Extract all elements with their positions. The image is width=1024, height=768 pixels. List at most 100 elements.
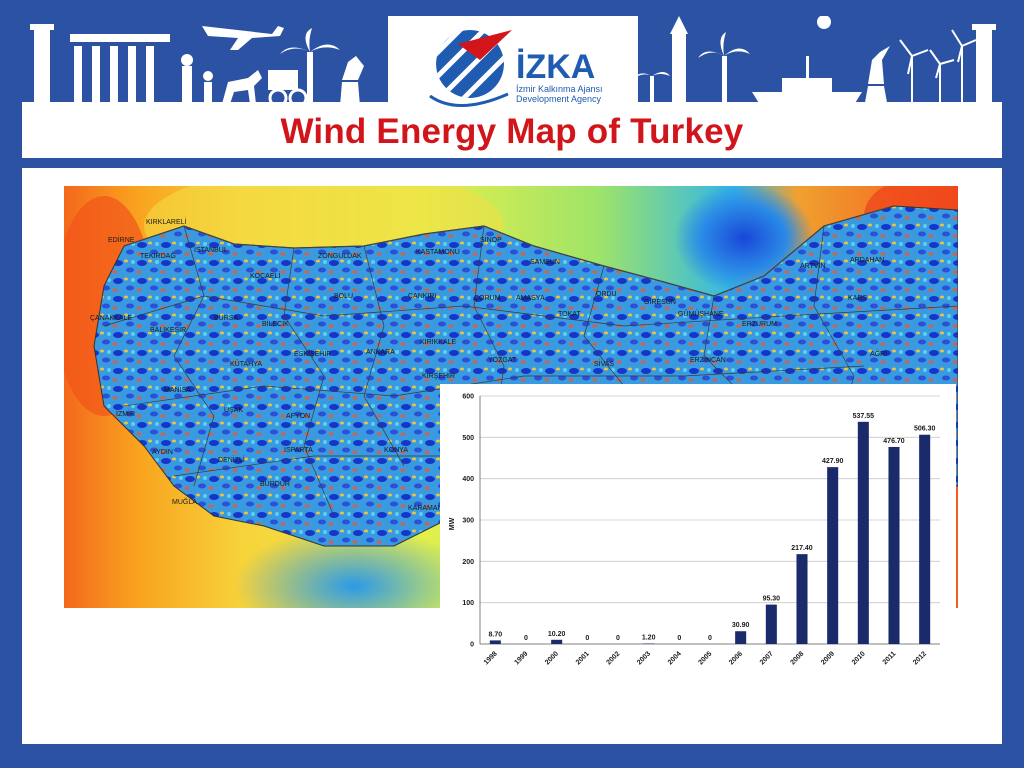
wind-turbines-icon [899,29,977,108]
data-label: 0 [708,635,712,642]
bar [735,631,747,644]
map-label: ESKİŞEHİR [294,349,331,358]
map-label: ZONGULDAK [318,253,362,260]
people-icon [181,54,213,104]
map-label: DENİZLİ [218,455,245,464]
chart-panel: 0 100 200 300 400 500 600 8.70 1998 0 1999 10.20 20… [440,384,956,684]
data-label: 506.30 [914,426,936,433]
x-tick-label: 2009 [820,650,836,666]
column-icon [28,24,56,110]
logo-line2: Development Agency [516,94,602,104]
map-label: SİNOP [480,235,502,244]
y-tick-label: 200 [462,559,474,566]
data-label: 537.55 [853,413,875,420]
x-tick-label: 2003 [636,650,652,666]
bar [919,434,931,644]
x-tick-label: 2008 [789,650,805,666]
map-label: AMASYA [516,295,545,302]
map-label: KÜTAHYA [230,360,262,368]
data-label: 0 [616,635,620,642]
logo-swoosh-icon [458,30,512,60]
data-label: 0 [677,635,681,642]
x-tick-label: 2006 [728,650,744,666]
map-label: KIRŞEHİR [422,371,455,380]
map-label: YOZGAT [488,357,517,364]
data-label: 30.90 [732,622,750,629]
data-label: 8.70 [489,631,503,638]
bar [489,640,501,644]
map-label: TEKİRDAĞ [140,251,176,260]
map-label: SİVAS [594,359,614,368]
map-label: GİRESUN [644,297,676,306]
data-label: 95.30 [763,596,781,603]
bar [888,446,900,644]
map-label: ISPARTA [284,447,313,454]
map-label: BURSA [214,315,238,322]
x-tick-label: 2000 [544,650,560,666]
map-label: MUĞLA [172,497,197,506]
statue-icon [340,56,364,106]
map-label: KONYA [384,447,408,454]
map-label: BALIKESİR [150,325,186,334]
map-label: TOKAT [558,311,581,318]
x-tick-label: 2005 [697,650,713,666]
data-label: 476.70 [883,438,905,445]
map-label: ÇANKIRI [408,293,436,300]
bar [765,604,777,644]
y-tick-label: 300 [462,518,474,525]
map-label: BURDUR [260,481,290,488]
map-label: ANKARA [366,349,395,356]
map-label: MANİSA [164,385,191,394]
map-label: KARS [848,295,867,302]
y-tick-label: 100 [462,600,474,607]
column-right-icon [970,24,998,110]
map-label: AĞRI [870,349,887,358]
x-tick-label: 2012 [912,650,928,666]
map-label: KASTAMONU [416,249,460,256]
map-label: ÇANAKKALE [90,315,132,322]
x-tick-label: 2004 [667,650,683,666]
map-label: ARTVİN [800,261,826,270]
map-label: BİLECİK [262,319,289,328]
bar [551,639,563,644]
x-tick-label: 2010 [851,650,867,666]
map-label: İZMİR [116,409,135,418]
map-label: BOLU [334,293,353,300]
map-label: ERZİNCAN [690,355,726,364]
map-label: AFYON [286,413,310,420]
map-label: GÜMÜŞHANE [678,310,724,318]
map-label: ORDU [596,291,617,298]
map-label: KOCAELİ [250,271,280,280]
monument-icon [864,46,890,108]
palm-tree-icon [280,28,340,108]
x-tick-label: 2007 [759,650,775,666]
map-label: KIRIKKALE [420,339,457,346]
izka-logo: İZKA İzmir Kalkınma Ajansı Development A… [388,16,638,120]
x-tick-label: 2001 [575,650,591,666]
map-label: SAMSUN [530,259,560,266]
logo-wordmark: İZKA [516,48,595,86]
palm-tree-right-icon [634,32,750,108]
page-title: Wind Energy Map of Turkey [280,112,744,151]
logo-line1: İzmir Kalkınma Ajansı [516,84,603,94]
data-label: 0 [585,635,589,642]
x-tick-label: 2011 [882,650,898,666]
y-tick-label: 0 [470,642,474,649]
sun-icon [817,16,831,29]
bar [857,421,869,644]
map-label: EDİRNE [108,235,135,244]
map-label: ÇORUM [474,295,501,302]
x-tick-label: 1999 [513,650,529,666]
bar [827,467,839,644]
airplane-icon [202,26,284,50]
map-label: KARAMAN [408,505,443,512]
data-label: 217.40 [791,545,813,552]
x-tick-label: 2002 [605,650,621,666]
map-label: KIRKLARELİ [146,217,187,226]
library-ruins-icon [66,34,174,110]
y-tick-label: 400 [462,476,474,483]
map-label: ARDAHAN [850,257,884,264]
map-label: AYDIN [152,449,173,456]
y-axis-label: MW [449,517,456,530]
